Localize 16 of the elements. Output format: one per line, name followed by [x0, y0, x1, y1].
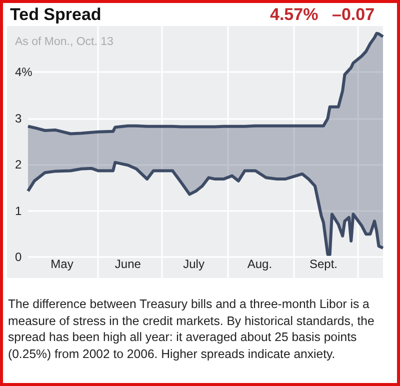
x-tick-label: May	[50, 257, 74, 271]
x-tick-label: Sept.	[309, 257, 338, 271]
text: –0.07	[332, 5, 375, 25]
y-tick-label: 4%	[15, 65, 33, 80]
text: The difference between Treasury bills and a three-month Libor is a measure of stress in the credit markets. By historical standards, the spread has been high all year: it averaged about 25 basis points (0.25%) from 2002 to 2006. Higher spreads indicate anxiety.	[8, 296, 376, 362]
y-tick-label: 2	[15, 158, 22, 172]
text: 4.57%	[270, 5, 318, 25]
y-tick-label: 0	[15, 250, 22, 264]
line-series	[26, 160, 384, 256]
annotation: As of Mon., Oct. 13	[15, 36, 114, 48]
chart-title: Ted Spread	[10, 5, 102, 25]
x-tick-label: June	[114, 257, 142, 271]
x-tick-label: Aug.	[247, 257, 272, 271]
x-tick-label: July	[183, 257, 204, 271]
y-tick-label: 1	[15, 204, 22, 218]
y-tick-label: 3	[15, 111, 22, 126]
